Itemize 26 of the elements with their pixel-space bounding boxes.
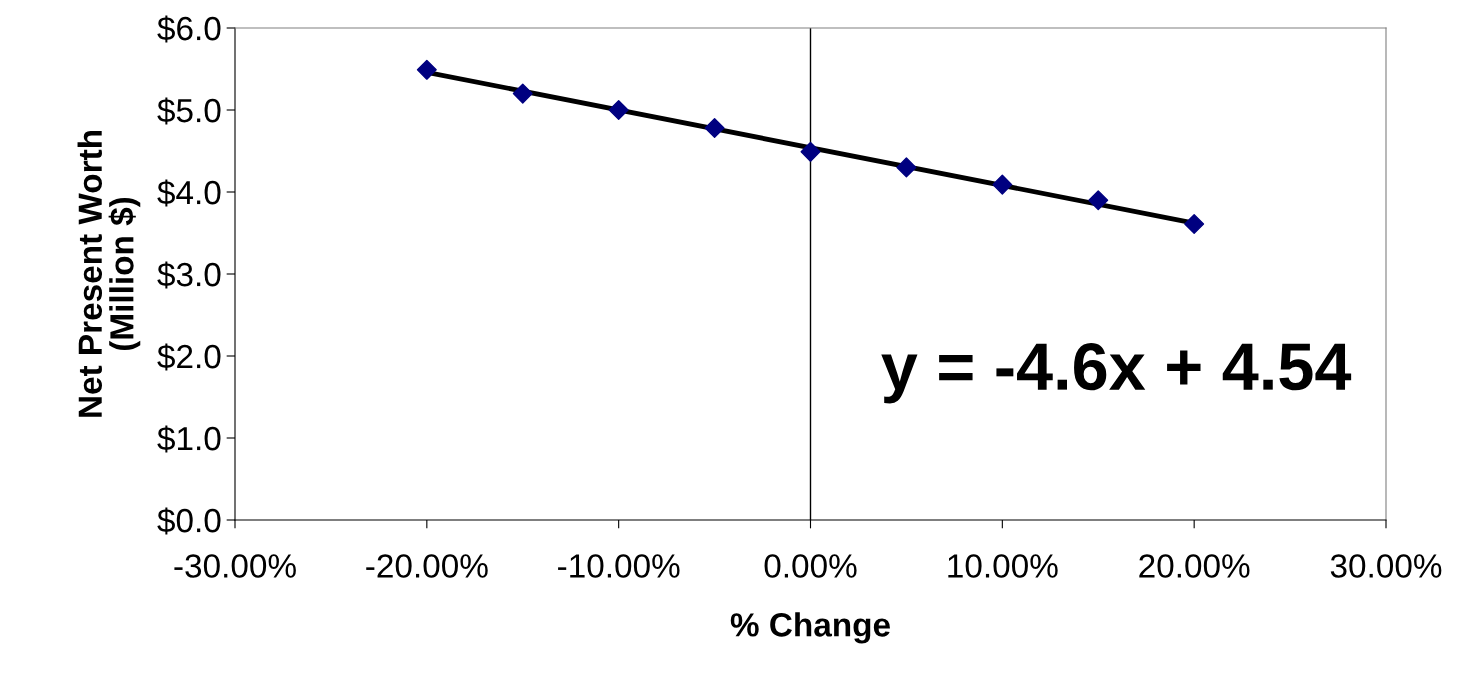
annotation: y = -4.6x + 4.54 bbox=[881, 343, 1352, 404]
x-tick-label: 20.00% bbox=[1139, 554, 1250, 578]
y-tick-label: $0.0 bbox=[157, 507, 221, 535]
x-tick-label: -10.00% bbox=[558, 554, 680, 578]
point bbox=[1088, 190, 1109, 211]
point bbox=[608, 99, 629, 121]
x-tick-label: -20.00% bbox=[366, 554, 488, 578]
y-tick-label: $4.0 bbox=[157, 179, 221, 207]
point bbox=[1184, 213, 1205, 234]
y-tick-label: $1.0 bbox=[157, 425, 221, 453]
point bbox=[512, 83, 533, 104]
x-axis-title: % Change bbox=[730, 612, 890, 644]
point bbox=[704, 118, 725, 139]
y-tick-label: $3.0 bbox=[157, 261, 221, 289]
point bbox=[800, 141, 821, 162]
point bbox=[992, 174, 1013, 195]
x-tick-label: 10.00% bbox=[948, 554, 1058, 578]
x-tick-label: 0.00% bbox=[764, 554, 857, 578]
y-tick-label: $6.0 bbox=[157, 15, 221, 43]
y-tick-label: $5.0 bbox=[157, 97, 221, 125]
point bbox=[896, 157, 917, 178]
y-tick-label: $2.0 bbox=[157, 343, 221, 371]
point bbox=[416, 59, 437, 80]
x-tick-label: 30.00% bbox=[1330, 554, 1442, 578]
x-tick-label: -30.00% bbox=[174, 554, 296, 578]
y-axis-title: Net Present Worth (Million $) bbox=[77, 130, 141, 417]
